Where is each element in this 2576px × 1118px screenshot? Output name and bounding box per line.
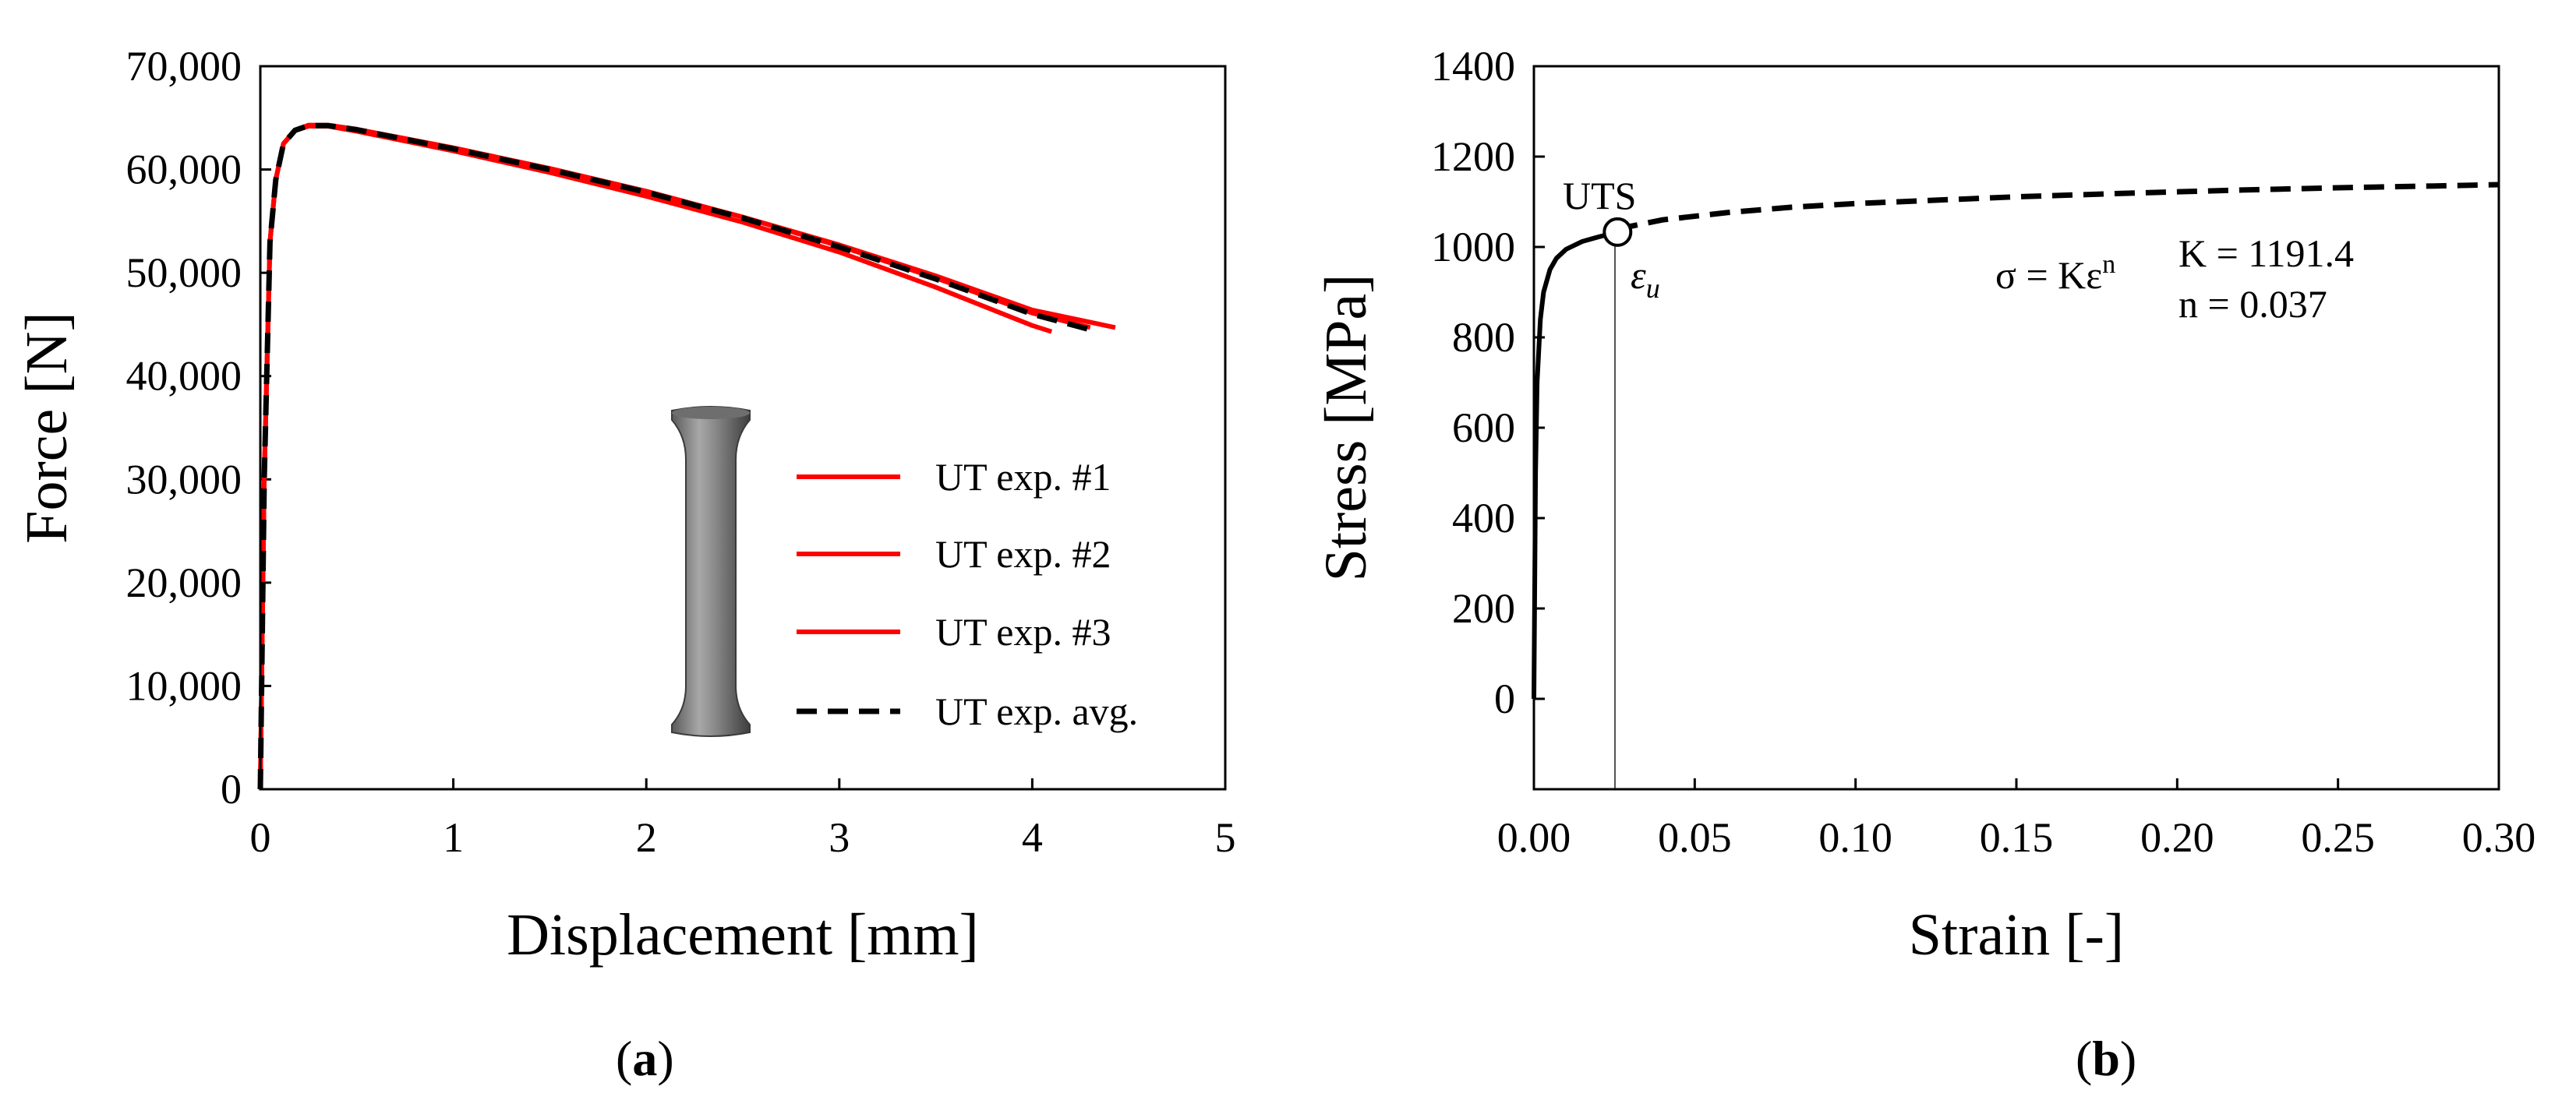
panel-a-x-tick-label: 0 xyxy=(250,814,271,861)
panel-a-series xyxy=(257,122,1116,790)
panel-b-x-tick-label: 0.10 xyxy=(1818,814,1892,861)
panel-b-stress-strain: 0.00 0.05 0.10 0.15 0.20 0.25 0.30 0 200 400 600 80… xyxy=(1313,43,2535,968)
caption-b-letter: b xyxy=(2092,1031,2120,1086)
eps-u-subscript: u xyxy=(1646,273,1660,304)
panel-a-force-displacement: 0 1 2 3 4 5 0 10,000 20,000 30,000 40,000 50,000 60,… xyxy=(14,43,1236,968)
caption-b-close-paren: ) xyxy=(2120,1031,2136,1086)
uts-point-marker xyxy=(1602,217,1633,247)
panel-b-axes-frame xyxy=(1532,65,2500,791)
panel-a-y-tick-label: 50,000 xyxy=(126,249,242,296)
panel-b-y-tick-label: 600 xyxy=(1452,404,1515,451)
panel-a-x-tick-label: 4 xyxy=(1022,814,1043,861)
panel-a-y-tick-label: 0 xyxy=(221,766,242,813)
caption-a: (a) xyxy=(616,1031,674,1086)
panel-a-ticks: 0 1 2 3 4 5 0 10,000 20,000 30,000 40,000 50,000 60,… xyxy=(126,43,1236,861)
panel-b-x-tick-label: 0.05 xyxy=(1658,814,1732,861)
panel-a-y-tick-label: 40,000 xyxy=(126,353,242,400)
panel-b-x-tick-label: 0.00 xyxy=(1497,814,1571,861)
panel-b-x-tick-label: 0.20 xyxy=(2140,814,2214,861)
panel-a-y-tick-label: 20,000 xyxy=(126,559,242,606)
panel-b-y-tick-label: 0 xyxy=(1494,675,1515,722)
legend-label-ut-exp-2: UT exp. #2 xyxy=(935,532,1111,576)
legend-label-ut-exp-avg: UT exp. avg. xyxy=(935,689,1138,733)
caption-a-letter: a xyxy=(632,1031,657,1086)
panel-b-x-axis-title: Strain [-] xyxy=(1909,902,2124,968)
panel-b-y-tick-label: 1200 xyxy=(1431,133,1515,180)
caption-a-open-paren: ( xyxy=(616,1031,632,1086)
specimen-illustration xyxy=(671,406,751,737)
power-law-equation-main: σ = Kε xyxy=(1995,253,2102,297)
legend-label-ut-exp-1: UT exp. #1 xyxy=(935,455,1111,499)
panel-a-y-axis-title: Force [N] xyxy=(14,312,80,544)
uts-label: UTS xyxy=(1563,174,1636,217)
eps-u-symbol: ε xyxy=(1631,253,1646,297)
panel-a-x-tick-label: 5 xyxy=(1215,814,1236,861)
panel-b-y-tick-label: 1000 xyxy=(1431,224,1515,270)
panel-b-series-measured xyxy=(1532,229,1619,700)
panel-a-y-tick-label: 60,000 xyxy=(126,146,242,193)
panel-a-y-tick-label: 30,000 xyxy=(126,456,242,503)
caption-b: (b) xyxy=(2076,1031,2136,1086)
panel-b-y-tick-label: 1400 xyxy=(1431,43,1515,90)
panel-a-x-tick-label: 3 xyxy=(829,814,850,861)
caption-a-close-paren: ) xyxy=(657,1031,673,1086)
panel-a-series-ut-exp-1 xyxy=(258,123,1053,790)
panel-b-x-tick-label: 0.30 xyxy=(2462,814,2536,861)
panel-a-legend: UT exp. #1 UT exp. #2 UT exp. #3 UT exp.… xyxy=(797,455,1138,733)
panel-b-y-tick-label: 800 xyxy=(1452,314,1515,361)
legend-label-ut-exp-3: UT exp. #3 xyxy=(935,610,1111,654)
panel-a-y-tick-label: 70,000 xyxy=(126,43,242,90)
panel-b-x-tick-label: 0.15 xyxy=(1980,814,2054,861)
panel-a-series-ut-exp-avg xyxy=(257,122,1091,790)
panel-a-x-axis-title: Displacement [mm] xyxy=(507,902,979,968)
panel-a-y-tick-label: 10,000 xyxy=(126,662,242,709)
panel-b-y-tick-label: 400 xyxy=(1452,495,1515,541)
panel-b-x-tick-label: 0.25 xyxy=(2301,814,2375,861)
k-value-text: K = 1191.4 xyxy=(2178,231,2354,275)
n-value-text: n = 0.037 xyxy=(2178,282,2327,326)
power-law-equation-exponent: n xyxy=(2102,250,2115,279)
panel-b-y-tick-label: 200 xyxy=(1452,585,1515,632)
eps-u-label: εu xyxy=(1631,253,1660,304)
panel-a-x-tick-label: 2 xyxy=(636,814,657,861)
panel-b-series-power-law-fit xyxy=(1617,182,2500,232)
power-law-equation: σ = Kεn xyxy=(1995,250,2115,297)
panel-b-y-axis-title: Stress [MPa] xyxy=(1313,274,1379,582)
caption-b-open-paren: ( xyxy=(2076,1031,2092,1086)
panel-b-series xyxy=(1532,182,2500,700)
panel-b-ticks: 0.00 0.05 0.10 0.15 0.20 0.25 0.30 0 200 400 600 80… xyxy=(1431,43,2535,861)
panel-a-axes-frame xyxy=(259,65,1227,791)
panel-a-x-tick-label: 1 xyxy=(443,814,464,861)
